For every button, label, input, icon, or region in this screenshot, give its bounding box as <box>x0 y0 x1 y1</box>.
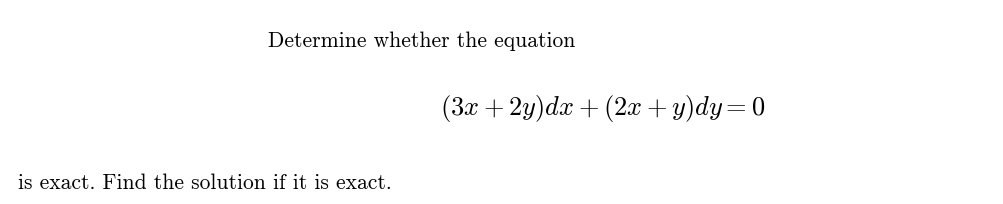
Text: Determine whether the equation: Determine whether the equation <box>268 31 575 51</box>
Text: is exact. Find the solution if it is exact.: is exact. Find the solution if it is exa… <box>18 174 391 193</box>
Text: $(3x + 2y)dx + (2x + y)dy = 0$: $(3x + 2y)dx + (2x + y)dy = 0$ <box>439 93 764 124</box>
